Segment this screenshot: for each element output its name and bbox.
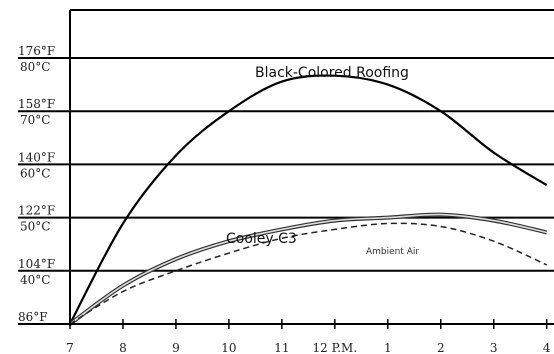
series-line-cooley-c3 <box>68 212 548 326</box>
y-tick-label-c-158: 70°C <box>20 113 50 127</box>
y-tick-label-c-122: 50°C <box>20 220 50 234</box>
y-tick-label-f-176: 176°F <box>18 44 55 58</box>
series-line-ambient-air <box>69 222 548 325</box>
x-tick-label-14: 2 <box>437 341 445 354</box>
x-tick-label-7: 7 <box>66 341 74 354</box>
axis-layer: 176°F 80°C 158°F 70°C 140°F 60°C 122°F 50°C 104°… <box>18 10 554 354</box>
y-tick-label-f-104: 104°F <box>18 257 55 271</box>
label-layer: Black-Colored Roofing Cooley C3 Ambient … <box>226 65 419 257</box>
series-label-black-roofing: Black-Colored Roofing <box>255 65 409 81</box>
x-tick-label-16: 4 <box>543 341 551 354</box>
x-tick-label-10: 10 <box>221 341 236 354</box>
y-tick-label-f-122: 122°F <box>18 204 55 218</box>
series-label-ambient-air: Ambient Air <box>366 247 419 257</box>
x-tick-label-9: 9 <box>172 341 180 354</box>
y-tick-label-c-104: 40°C <box>20 273 50 287</box>
x-tick-label-15: 3 <box>490 341 498 354</box>
x-tick-label-11: 11 <box>274 341 289 354</box>
x-tick-label-8: 8 <box>119 341 127 354</box>
series-label-cooley-c3: Cooley C3 <box>226 231 297 247</box>
y-tick-label-c-176: 80°C <box>20 60 50 74</box>
series-line-inner-cooley-c3 <box>69 213 547 325</box>
series-line-black-colored-roofing <box>69 74 548 325</box>
x-tick-label-12: 12 P.M. <box>313 341 358 354</box>
series-layer <box>68 74 548 326</box>
y-tick-label-f-140: 140°F <box>18 150 55 164</box>
x-tick-label-13: 1 <box>384 341 392 354</box>
y-tick-label-f-158: 158°F <box>18 97 55 111</box>
y-tick-label-c-140: 60°C <box>20 166 50 180</box>
y-tick-label-f-86: 86°F <box>18 310 48 324</box>
grid-layer <box>18 9 554 272</box>
